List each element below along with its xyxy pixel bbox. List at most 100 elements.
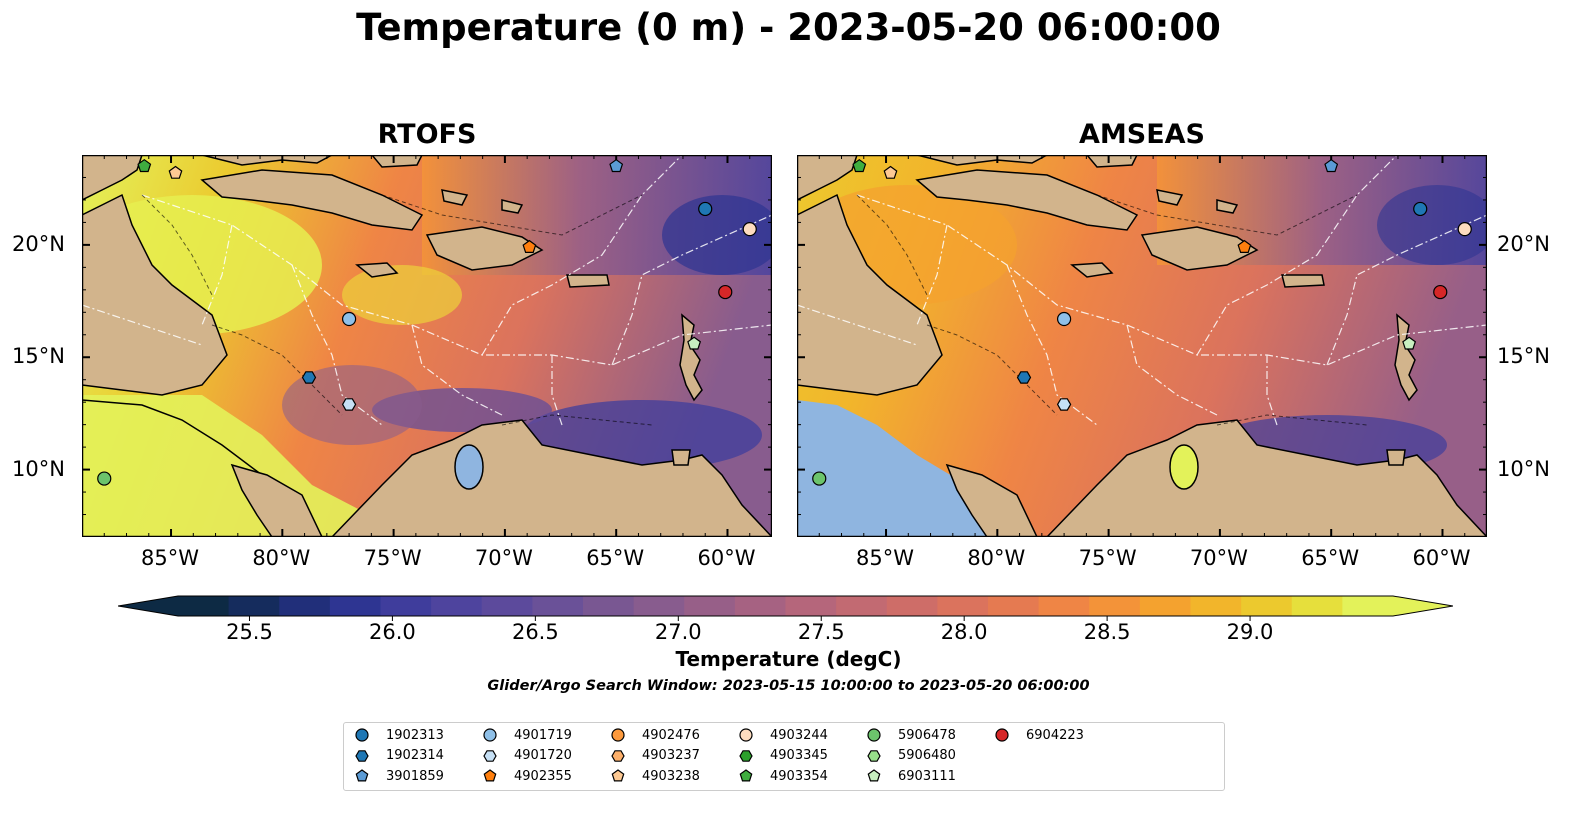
colorbar-segment [1241,596,1293,616]
lon-tick-label: 65°W [586,546,645,570]
lon-tick-label: 85°W [141,546,200,570]
circle-marker-icon [611,728,625,742]
legend-item-5906480: 5906480 [866,747,956,765]
pentagon-marker-icon [739,769,753,782]
float-marker-5906478 [97,471,112,486]
colorbar-segment [228,596,280,616]
legend-label: 4903244 [770,727,828,743]
lat-tick-label-right: 15°N [1497,344,1550,369]
figure-title: Temperature (0 m) - 2023-05-20 06:00:00 [356,6,1221,49]
lat-tick-label-right: 10°N [1497,456,1550,481]
colorbar-segment [1190,596,1242,616]
hexagon-marker-icon [867,749,881,762]
colorbar-segment [1089,596,1141,616]
colorbar-tick-label: 27.5 [797,620,845,644]
colorbar-max-extend [1393,596,1453,616]
hexagon-marker-icon [483,749,497,762]
lon-tick-label: 70°W [1189,546,1248,570]
float-marker-4903354 [852,158,867,173]
float-marker-4901719 [1056,311,1072,327]
legend-label: 6903111 [898,768,956,784]
float-marker-4903244 [742,222,757,237]
float-marker-4902355 [522,239,537,254]
colorbar-segment [1342,596,1394,616]
colorbar-segment [734,596,786,616]
lon-tick-label: 75°W [1078,546,1137,570]
pentagon-marker-icon [867,769,881,782]
colorbar-tick-label: 25.5 [226,620,273,644]
lon-tick-label: 80°W [967,546,1026,570]
lat-tick-label-left: 15°N [12,344,65,369]
hexagon-marker-icon [739,749,753,762]
colorbar-segment [684,596,736,616]
colorbar-segment [481,596,533,616]
float-marker-4903244 [1457,222,1472,237]
float-marker-6904223 [718,284,733,300]
colorbar-tick-label: 26.5 [511,620,559,644]
legend-item-5906478: 5906478 [866,726,956,744]
panel-title-rtofs: RTOFS [377,119,477,150]
circle-marker-icon [355,728,369,742]
float-marker-4901720 [1056,398,1072,411]
float-marker-3901859 [1324,158,1339,173]
float-marker-6903111 [687,336,702,350]
colorbar-tick-label: 27.0 [654,620,702,644]
hexagon-marker-icon [611,749,625,762]
colorbar [118,595,1453,621]
legend-item-4903354: 4903354 [738,767,828,785]
float-marker-3901859 [609,158,624,173]
lat-tick-label-left: 10°N [12,456,65,481]
lon-tick-label: 60°W [1412,546,1471,570]
legend-item-4903244: 4903244 [738,726,828,744]
colorbar-segment [937,596,989,616]
lon-tick-label: 65°W [1301,546,1360,570]
lat-tick-label-right: 20°N [1497,231,1550,256]
colorbar-segment [583,596,635,616]
circle-marker-icon [739,728,753,742]
float-marker-6903111 [1402,336,1417,350]
legend-item-4901719: 4901719 [482,726,572,744]
legend: 1902313 1902314 3901859 4901719 4901720 49023… [343,722,1225,791]
legend-label: 4902476 [642,727,700,743]
colorbar-segment [532,596,584,616]
legend-item-4903238: 4903238 [610,767,700,785]
float-marker-5906478 [812,471,827,486]
colorbar-segment [1291,596,1343,616]
search-window-text: Glider/Argo Search Window: 2023-05-15 10… [487,678,1090,694]
hexagon-marker-icon [355,749,369,762]
pentagon-marker-icon [611,769,625,782]
float-marker-1902313 [698,201,713,217]
float-marker-4901720 [341,398,357,411]
colorbar-segment [431,596,483,616]
colorbar-segment [329,596,381,616]
circle-marker-icon [483,728,497,742]
lon-tick-label: 85°W [856,546,915,570]
colorbar-label: Temperature (degC) [675,647,902,671]
legend-item-4902355: 4902355 [482,767,572,785]
pentagon-marker-icon [355,769,369,782]
float-marker-1902314 [1016,371,1032,384]
legend-label: 5906480 [898,748,956,763]
legend-label: 4901720 [514,748,572,763]
colorbar-tick-label: 29.0 [1226,620,1274,644]
lon-tick-label: 60°W [697,546,756,570]
legend-item-4901720: 4901720 [482,747,572,765]
legend-label: 4903238 [642,768,700,784]
legend-item-6904223: 6904223 [994,726,1084,744]
lon-tick-label: 75°W [363,546,422,570]
circle-marker-icon [867,728,881,742]
legend-label: 5906478 [898,727,956,743]
colorbar-segment [785,596,837,616]
legend-label: 4903237 [642,748,700,763]
legend-label: 1902314 [386,748,444,763]
lon-tick-label: 70°W [474,546,533,570]
legend-label: 6904223 [1026,727,1084,743]
colorbar-segment [178,596,230,616]
float-marker-4901719 [341,311,357,327]
legend-label: 3901859 [386,768,444,784]
colorbar-segment [988,596,1040,616]
colorbar-tick-label: 26.0 [369,620,416,644]
legend-item-4903345: 4903345 [738,747,828,765]
legend-item-3901859: 3901859 [354,767,444,785]
legend-item-1902314: 1902314 [354,747,444,765]
